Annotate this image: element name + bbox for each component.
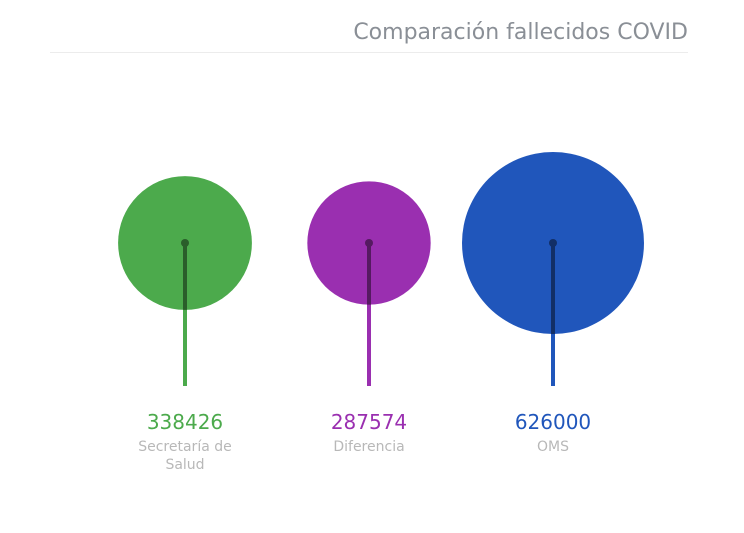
bubble-center-dot xyxy=(365,239,373,247)
category-label: OMS xyxy=(537,439,569,455)
bubble-group: 287574 Diferencia xyxy=(307,181,431,455)
category-label: Diferencia xyxy=(333,439,404,455)
category-label: Salud xyxy=(165,457,204,473)
bubble-center-dot xyxy=(181,239,189,247)
chart-title: Comparación fallecidos COVID xyxy=(353,20,688,45)
bubble-group: 626000 OMS xyxy=(462,152,644,455)
title-divider xyxy=(50,52,688,53)
bubble-group: 338426 Secretaría de Salud xyxy=(118,176,252,473)
data-label: 626000 xyxy=(515,410,591,434)
category-label: Secretaría de xyxy=(138,439,232,455)
bubble-center-dot xyxy=(549,239,557,247)
data-label: 338426 xyxy=(147,410,223,434)
data-label: 287574 xyxy=(331,410,407,434)
